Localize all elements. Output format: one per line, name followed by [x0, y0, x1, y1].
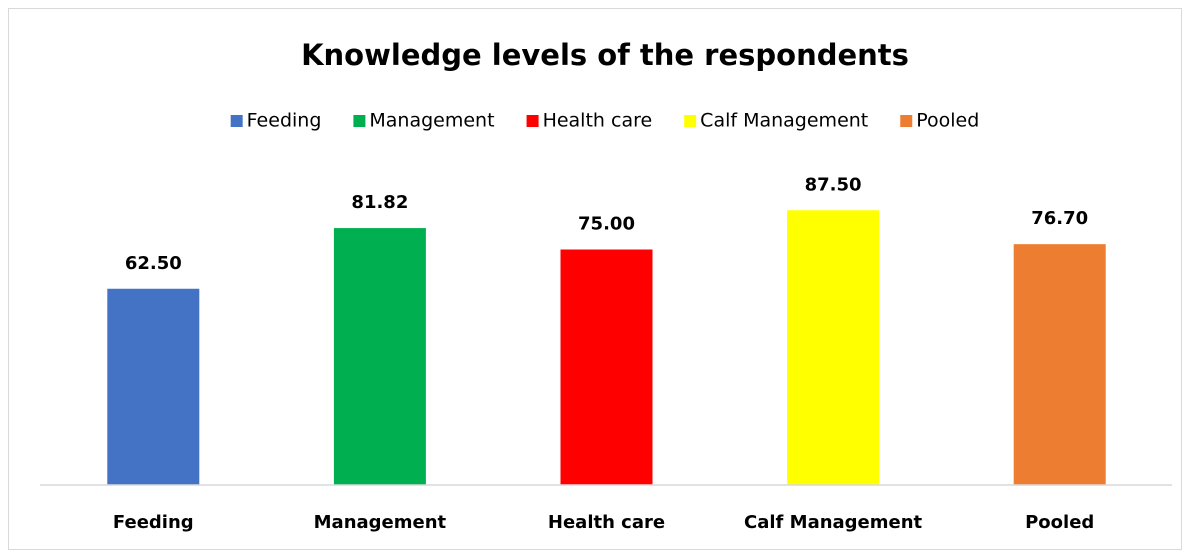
x-tick-label: Pooled	[1025, 512, 1094, 533]
data-label: 76.70	[1031, 208, 1088, 229]
legend-label: Health care	[543, 110, 653, 132]
legend-swatch	[684, 115, 697, 127]
bar	[787, 210, 880, 485]
legend-swatch	[353, 115, 366, 127]
data-label: 75.00	[578, 214, 635, 235]
legend-swatch	[526, 115, 539, 127]
x-tick-label: Health care	[548, 512, 665, 533]
x-tick-label: Calf Management	[744, 512, 923, 533]
bar	[560, 249, 653, 485]
legend-swatch	[230, 115, 243, 127]
legend-label: Management	[369, 110, 494, 132]
data-label: 81.82	[351, 192, 408, 213]
data-label: 62.50	[125, 253, 182, 274]
data-label: 87.50	[805, 174, 862, 195]
legend-swatch	[900, 115, 913, 127]
legend-label: Pooled	[916, 110, 979, 132]
bar	[333, 228, 426, 485]
x-tick-label: Feeding	[113, 512, 194, 533]
legend-label: Calf Management	[700, 110, 868, 132]
bar	[107, 288, 200, 485]
x-tick-label: Management	[314, 512, 447, 533]
chart-title: Knowledge levels of the respondents	[301, 38, 909, 72]
bar	[1013, 244, 1106, 485]
legend-label: Feeding	[247, 110, 322, 132]
